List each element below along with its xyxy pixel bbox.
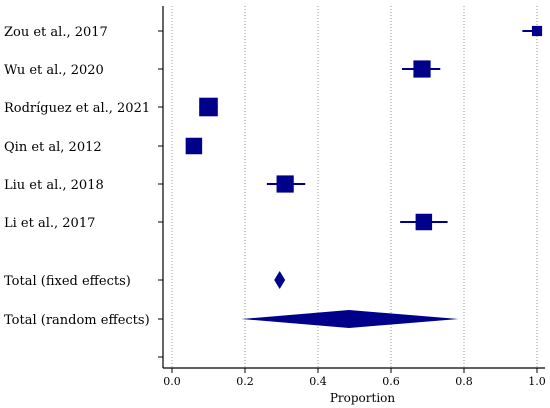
study-row: Qin et al, 2012	[4, 137, 203, 155]
axes: 0.0 0.2 0.4 0.6 0.8 1.0	[158, 6, 546, 388]
study-label: Liu et al., 2018	[4, 178, 104, 193]
forest-rows: Zou et al., 2017 Wu et al., 2020 Rodríguez…	[4, 25, 543, 328]
study-estimate-marker	[413, 60, 431, 78]
summary-label: Total (fixed effects)	[4, 274, 131, 289]
x-tick-label: 0.8	[455, 375, 473, 388]
study-label: Wu et al., 2020	[4, 63, 104, 78]
study-row: Li et al., 2017	[4, 213, 448, 231]
study-label: Zou et al., 2017	[4, 25, 108, 40]
summary-row: Total (random effects)	[4, 310, 459, 328]
x-tick-label: 0.4	[309, 375, 327, 388]
study-row: Liu et al., 2018	[4, 175, 306, 193]
grid-lines	[171, 6, 538, 368]
study-label: Rodríguez et al., 2021	[4, 101, 150, 116]
x-tick-label: 0.0	[163, 375, 181, 388]
study-row: Rodríguez et al., 2021	[4, 97, 218, 117]
study-label: Li et al., 2017	[4, 216, 95, 231]
summary-row: Total (fixed effects)	[4, 271, 286, 289]
summary-diamond	[241, 310, 459, 328]
study-estimate-marker	[199, 97, 218, 117]
study-estimate-marker	[415, 213, 433, 231]
study-estimate-marker	[531, 25, 543, 37]
study-estimate-marker	[276, 175, 294, 193]
x-axis-label: Proportion	[330, 391, 396, 405]
summary-diamond	[274, 271, 286, 289]
summary-label: Total (random effects)	[4, 313, 150, 328]
x-tick-label: 0.6	[382, 375, 400, 388]
study-row: Wu et al., 2020	[4, 60, 441, 78]
x-tick-label: 0.2	[236, 375, 254, 388]
x-tick-label: 1.0	[528, 375, 546, 388]
study-label: Qin et al, 2012	[4, 140, 102, 155]
study-estimate-marker	[185, 137, 203, 155]
study-row: Zou et al., 2017	[4, 25, 543, 40]
